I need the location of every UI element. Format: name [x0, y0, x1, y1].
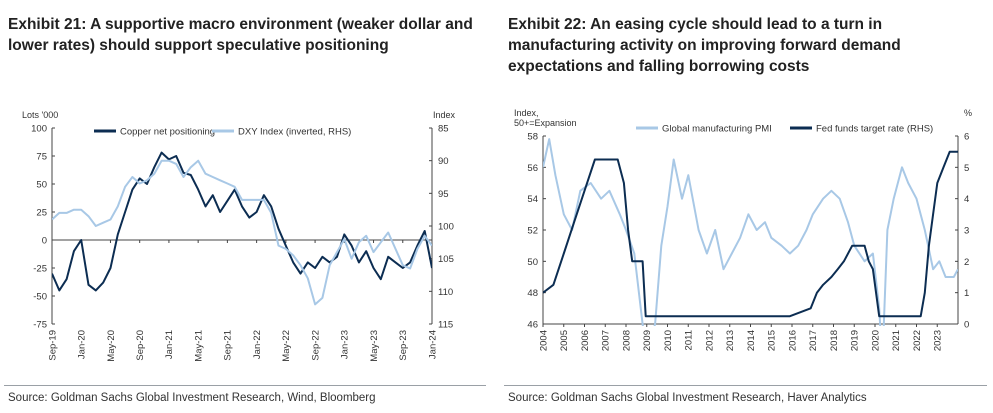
series-line-2 — [52, 159, 432, 306]
x-tick-label: Jan-23 — [340, 330, 351, 359]
legend-label-2: Fed funds target rate (RHS) — [816, 124, 933, 135]
series-line-2 — [543, 150, 958, 318]
x-tick-label: 2005 — [559, 330, 570, 351]
x-tick-label: 2004 — [538, 330, 549, 351]
x-tick-label: Sep-21 — [223, 330, 234, 361]
exhibit-21-title: Exhibit 21: A supportive macro environme… — [8, 16, 473, 54]
x-tick-label: Sep-20 — [135, 330, 146, 361]
source-divider — [4, 385, 486, 386]
x-tick-label: 2014 — [746, 330, 757, 351]
x-tick-label: 2019 — [850, 330, 861, 351]
y-tick-label-right: 110 — [438, 287, 453, 298]
x-tick-label: May-21 — [193, 330, 204, 362]
x-tick-label: 2006 — [580, 330, 591, 351]
y-tick-label-right: 95 — [438, 189, 449, 200]
x-tick-label: Jan-22 — [252, 330, 263, 359]
y-tick-label-right: 115 — [438, 320, 453, 331]
x-tick-label: 2007 — [601, 330, 612, 351]
x-tick-label: Sep-19 — [47, 330, 58, 361]
y-tick-label-left: 52 — [527, 226, 538, 237]
x-tick-label: Jan-24 — [427, 330, 438, 359]
y-tick-label-right: 1 — [964, 288, 969, 299]
x-tick-label: 2020 — [870, 330, 881, 351]
y-tick-label-left: 58 — [527, 132, 538, 143]
y-tick-label-left: 54 — [527, 194, 538, 205]
x-tick-label: 2023 — [933, 330, 944, 351]
y-tick-label-left: -50 — [33, 292, 47, 303]
y-tick-label-right: 2 — [964, 257, 969, 268]
exhibit-22-title: Exhibit 22: An easing cycle should lead … — [508, 16, 901, 75]
y-axis-left-label: Index, — [514, 108, 539, 118]
y-tick-label-right: 0 — [964, 320, 969, 331]
legend-label-1: Copper net positioning — [120, 127, 215, 138]
x-tick-label: 2022 — [912, 330, 923, 351]
exhibit-22-chart: Index,50+=Expansion%46485052545658012345… — [514, 108, 972, 351]
x-tick-label: 2009 — [642, 330, 653, 351]
y-tick-label-left: 25 — [36, 208, 47, 219]
y-tick-label-left: 48 — [527, 288, 538, 299]
x-tick-label: 2011 — [684, 330, 695, 350]
source-divider — [504, 385, 987, 386]
x-tick-label: 2015 — [767, 330, 778, 351]
x-tick-label: 2017 — [808, 330, 819, 351]
legend-label-1: Global manufacturing PMI — [662, 124, 772, 135]
exhibit-21-chart: Lots '000 Index -75 -50 -25 0 25 50 75 100 85 90 95 1… — [22, 110, 456, 362]
y-tick-label-left: 100 — [31, 124, 47, 135]
y-tick-label-right: 100 — [438, 222, 454, 233]
x-tick-label: Jan-21 — [164, 330, 175, 359]
y-axis-right-label: Index — [433, 110, 456, 120]
y-tick-label-left: 46 — [527, 320, 538, 331]
y-tick-label-right: 3 — [964, 226, 969, 237]
y-tick-label-left: 75 — [36, 152, 47, 163]
series-line-1 — [543, 138, 958, 326]
x-tick-label: Jan-20 — [77, 330, 88, 359]
x-tick-label: 2018 — [829, 330, 840, 351]
y-tick-label-left: 50 — [36, 180, 47, 191]
y-axis-right-label: % — [964, 108, 972, 118]
exhibit-22-source: Source: Goldman Sachs Global Investment … — [508, 392, 867, 404]
exhibit-21-source: Source: Goldman Sachs Global Investment … — [8, 392, 376, 404]
exhibit-21-panel: Exhibit 21: A supportive macro environme… — [0, 0, 492, 413]
x-tick-label: 2013 — [725, 330, 736, 351]
x-tick-label: 2021 — [891, 330, 902, 351]
exhibit-22-panel: Exhibit 22: An easing cycle should lead … — [500, 0, 993, 413]
x-tick-label: 2008 — [621, 330, 632, 351]
x-tick-label: Sep-22 — [310, 330, 321, 361]
y-tick-label-right: 4 — [964, 194, 969, 205]
x-tick-label: 2016 — [787, 330, 798, 351]
y-tick-label-left: 0 — [42, 236, 47, 247]
x-tick-label: 2010 — [663, 330, 674, 351]
y-tick-label-right: 85 — [438, 124, 449, 135]
y-axis-left-label: 50+=Expansion — [514, 118, 577, 128]
x-tick-label: 2012 — [704, 330, 715, 351]
y-tick-label-right: 105 — [438, 254, 454, 265]
y-tick-label-left: 50 — [527, 257, 538, 268]
y-tick-label-right: 5 — [964, 163, 969, 174]
legend-label-2: DXY Index (inverted, RHS) — [238, 127, 351, 138]
y-tick-label-right: 90 — [438, 156, 449, 167]
y-tick-label-right: 6 — [964, 132, 969, 143]
y-tick-label-left: 56 — [527, 163, 538, 174]
y-axis-left-label: Lots '000 — [22, 110, 58, 120]
y-tick-label-left: -75 — [33, 320, 47, 331]
x-tick-label: May-22 — [281, 330, 292, 362]
series-line-1 — [52, 151, 432, 292]
y-tick-label-left: -25 — [33, 264, 47, 275]
x-tick-label: May-23 — [369, 330, 380, 362]
x-tick-label: Sep-23 — [398, 330, 409, 361]
x-tick-label: May-20 — [106, 330, 117, 362]
